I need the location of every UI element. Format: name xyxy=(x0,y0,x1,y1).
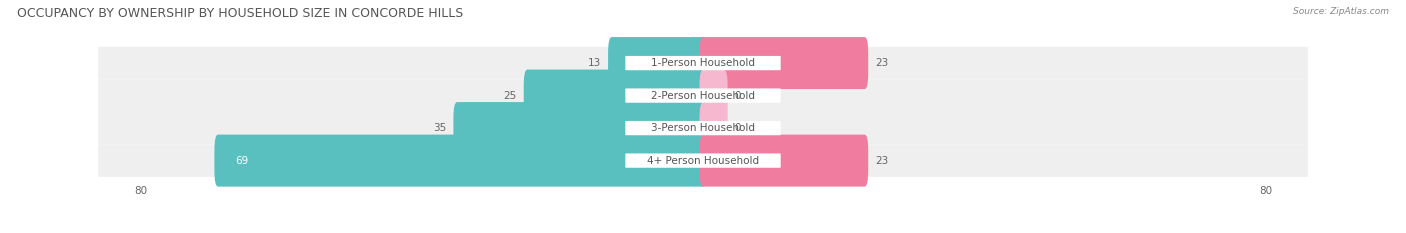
Legend: Owner-occupied, Renter-occupied: Owner-occupied, Renter-occupied xyxy=(596,231,810,233)
FancyBboxPatch shape xyxy=(700,37,869,89)
Text: 1-Person Household: 1-Person Household xyxy=(651,58,755,68)
Text: 23: 23 xyxy=(875,156,889,166)
FancyBboxPatch shape xyxy=(626,121,780,135)
Text: 23: 23 xyxy=(875,58,889,68)
FancyBboxPatch shape xyxy=(98,47,1308,79)
FancyBboxPatch shape xyxy=(626,154,780,168)
Text: 25: 25 xyxy=(503,91,517,101)
FancyBboxPatch shape xyxy=(98,79,1308,112)
FancyBboxPatch shape xyxy=(453,102,707,154)
FancyBboxPatch shape xyxy=(700,102,728,154)
FancyBboxPatch shape xyxy=(98,144,1308,177)
FancyBboxPatch shape xyxy=(524,70,707,122)
FancyBboxPatch shape xyxy=(700,70,728,122)
Text: 69: 69 xyxy=(236,156,249,166)
FancyBboxPatch shape xyxy=(609,37,707,89)
FancyBboxPatch shape xyxy=(700,135,869,187)
Text: OCCUPANCY BY OWNERSHIP BY HOUSEHOLD SIZE IN CONCORDE HILLS: OCCUPANCY BY OWNERSHIP BY HOUSEHOLD SIZE… xyxy=(17,7,463,20)
FancyBboxPatch shape xyxy=(626,89,780,103)
Text: 4+ Person Household: 4+ Person Household xyxy=(647,156,759,166)
Text: Source: ZipAtlas.com: Source: ZipAtlas.com xyxy=(1294,7,1389,16)
Text: 3-Person Household: 3-Person Household xyxy=(651,123,755,133)
Text: 0: 0 xyxy=(734,123,741,133)
FancyBboxPatch shape xyxy=(98,112,1308,144)
FancyBboxPatch shape xyxy=(214,135,707,187)
Text: 35: 35 xyxy=(433,123,447,133)
FancyBboxPatch shape xyxy=(626,56,780,70)
Text: 0: 0 xyxy=(734,91,741,101)
Text: 2-Person Household: 2-Person Household xyxy=(651,91,755,101)
Text: 13: 13 xyxy=(588,58,602,68)
